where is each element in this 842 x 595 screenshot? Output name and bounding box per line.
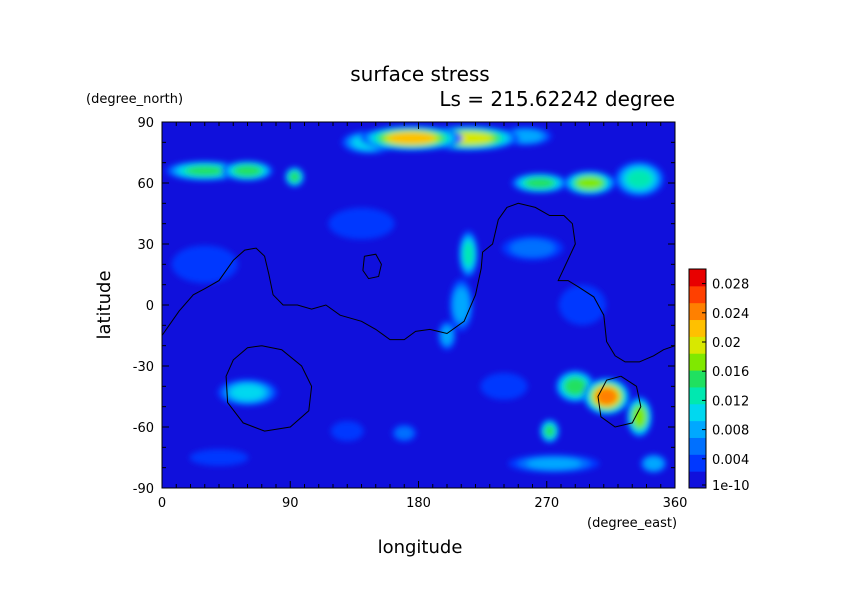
heatmap-level <box>526 458 581 470</box>
heatmap-level <box>525 177 554 189</box>
y-tick-label: -60 <box>133 421 154 436</box>
heatmap-feature <box>330 420 364 442</box>
heatmap-feature <box>391 424 417 442</box>
heatmap-level <box>644 457 663 471</box>
colorbar-swatch <box>689 386 706 405</box>
heatmap-level <box>564 377 586 395</box>
colorbar-swatch <box>689 471 706 489</box>
chart-title: surface stress <box>350 62 489 86</box>
x-unit-label: (degree_east) <box>587 516 677 531</box>
heatmap-level <box>463 242 474 267</box>
heatmap-feature <box>328 207 395 240</box>
x-tick-label: 270 <box>534 496 559 511</box>
heatmap-level <box>632 406 646 428</box>
heatmap-feature <box>558 284 606 326</box>
x-tick-label: 90 <box>282 496 299 511</box>
heatmap-level <box>510 239 555 257</box>
colorbar-label: 1e-10 <box>712 479 750 494</box>
y-tick-label: 60 <box>137 177 154 192</box>
contour-line <box>597 375 642 428</box>
heatmap-feature <box>165 160 245 181</box>
heatmap-level <box>171 245 238 284</box>
colorbar-frame <box>688 268 707 489</box>
heatmap-level <box>189 449 249 466</box>
y-tick-labels: 90 60 30 0 -30 -60 -90 <box>133 116 154 497</box>
colorbar-label: 0.024 <box>712 307 749 322</box>
colorbar-label: 0.008 <box>712 424 749 439</box>
heatmap-feature <box>171 245 238 284</box>
contour-line <box>225 345 313 432</box>
contour-line <box>162 202 675 363</box>
y-tick-label: 30 <box>137 238 154 253</box>
heatmap-level <box>576 176 603 190</box>
heatmap-field <box>162 122 675 488</box>
colorbar-swatch <box>689 285 706 304</box>
colorbar-swatch <box>689 420 706 438</box>
y-unit-label: (degree_north) <box>86 92 183 107</box>
heatmap-level <box>626 169 653 188</box>
colorbar-swatch <box>689 370 706 388</box>
colorbar-swatch <box>689 302 706 321</box>
x-tick-label: 0 <box>158 496 166 511</box>
heatmap-feature <box>480 372 528 400</box>
heatmap-feature <box>582 377 631 416</box>
colorbar-label: 0.012 <box>712 394 749 409</box>
heatmap-feature <box>508 454 600 473</box>
x-axis-label: longitude <box>378 537 463 558</box>
x-tick-label: 180 <box>406 496 431 511</box>
y-tick-label: 90 <box>137 116 154 131</box>
heatmap-level <box>388 132 435 144</box>
heatmap-feature <box>511 172 569 194</box>
heatmap-feature <box>437 320 457 351</box>
heatmap-feature <box>501 235 564 261</box>
contour-line <box>362 253 382 280</box>
heatmap-level <box>328 207 395 240</box>
axis-ticks <box>161 121 676 489</box>
colorbar-swatch <box>689 353 706 371</box>
y-tick-label: 0 <box>146 299 154 314</box>
heatmap-feature <box>614 161 665 197</box>
colorbar-label: 0.004 <box>712 453 749 468</box>
heatmap-feature <box>360 125 463 151</box>
colorbar-swatch <box>689 336 706 354</box>
colorbar-label: 0.02 <box>712 336 741 351</box>
heatmap-level <box>289 171 300 182</box>
heatmap-feature <box>626 396 653 438</box>
heatmap-feature <box>539 418 560 444</box>
heatmap-feature <box>284 166 305 188</box>
heatmap-feature <box>217 378 278 407</box>
colorbar-swatch <box>689 437 706 455</box>
x-tick-label: 360 <box>663 496 688 511</box>
heatmap-feature <box>640 453 668 474</box>
heatmap-feature <box>189 449 249 466</box>
colorbar-swatch <box>689 319 706 337</box>
heatmap-level <box>595 387 618 406</box>
y-tick-label: -30 <box>133 360 154 375</box>
heatmap-level <box>186 166 224 176</box>
heatmap-level <box>453 288 469 322</box>
y-axis-label: latitude <box>94 270 115 339</box>
heatmap-feature <box>221 160 274 182</box>
colorbar-label: 0.028 <box>712 278 749 293</box>
heatmap-level <box>395 426 414 440</box>
heatmap-level <box>544 425 555 437</box>
colorbar-swatch <box>689 454 706 472</box>
colorbar-swatch <box>689 269 706 287</box>
heatmap-level <box>480 372 528 400</box>
colorbar-swatch <box>689 403 706 422</box>
heatmap-feature <box>563 170 616 196</box>
colorbar: 0.028 0.024 0.02 0.016 0.012 0.008 0.004… <box>688 268 750 494</box>
heatmap-feature <box>458 230 479 279</box>
heatmap-level <box>441 326 453 345</box>
heatmap-level <box>558 284 606 326</box>
chart-subtitle: Ls = 215.62242 degree <box>439 87 675 111</box>
heatmap-level <box>233 165 262 177</box>
colorbar-label: 0.016 <box>712 365 749 380</box>
coastline-contours <box>162 202 675 432</box>
heatmap-level <box>330 420 364 442</box>
x-tick-labels: 0 90 180 270 360 <box>158 496 688 511</box>
heatmap-level <box>230 384 265 401</box>
y-tick-label: -90 <box>133 482 154 497</box>
